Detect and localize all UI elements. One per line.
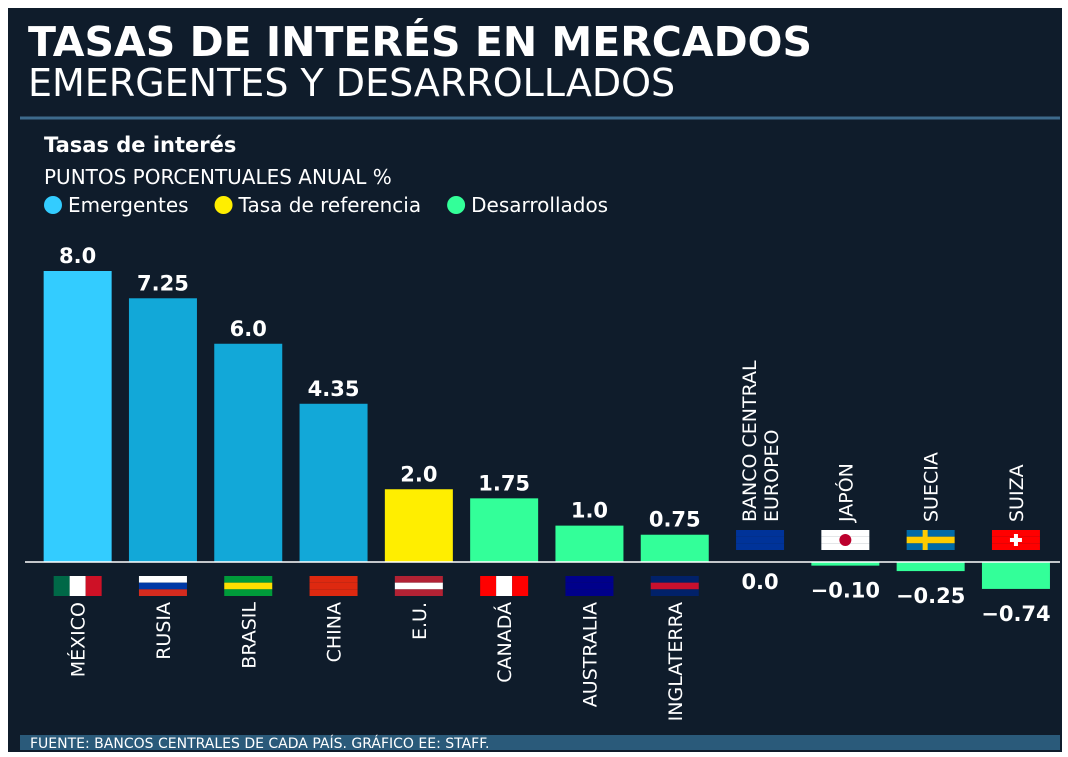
x-tick-label: CANADÁ [493,602,516,683]
flag [309,589,358,596]
value-label: −0.25 [896,584,965,608]
flag [922,530,928,550]
flag [69,576,86,596]
legend-label: Tasa de referencia [238,193,422,217]
bar [640,534,709,562]
flag [821,543,870,550]
flag [1009,538,1022,542]
flag [821,530,870,537]
flag [309,582,358,590]
flag [565,582,614,590]
value-label: 2.0 [400,462,437,486]
flag [650,589,699,596]
flag [906,530,955,537]
flag [394,576,443,583]
panel-title: Tasas de interés [44,133,236,157]
flag [309,576,358,583]
flag [224,576,273,583]
flag [650,576,699,583]
bar [896,562,965,572]
flag [138,576,187,583]
flag [991,530,1040,537]
y-axis-label: PUNTOS PORCENTUALES ANUAL % [44,165,392,189]
legend-label: Emergentes [68,193,189,217]
value-label: 0.75 [649,508,701,532]
legend-swatch [214,196,233,214]
x-tick-label: AUSTRALIA [579,602,601,707]
source-bar [20,735,1060,750]
value-label: 6.0 [230,317,267,341]
x-tick-label: BRASIL [238,602,260,669]
source: FUENTE: BANCOS CENTRALES DE CADA PAÍS. G… [30,735,489,752]
flag [906,536,955,544]
flag [53,576,70,596]
bar [384,489,453,562]
flag [224,582,273,590]
flag [138,582,187,590]
flag [394,582,443,590]
flag [736,530,785,537]
flag [565,576,614,583]
bar [43,271,112,562]
x-tick-label: MÉXICO [67,602,90,677]
x-tick-label: SUIZA [1006,464,1028,522]
bar [214,343,283,562]
bar [811,562,880,566]
bar [299,403,368,562]
legend-swatch [447,196,466,214]
bar [470,498,539,562]
value-label: 1.0 [571,499,608,523]
flag [224,589,273,596]
flag [650,582,699,590]
x-tick-label-line: BANCO CENTRAL [739,360,761,522]
flag [480,576,497,596]
x-tick-label: E.U. [409,602,431,640]
x-tick-label: CHINA [324,602,346,662]
flag [839,534,852,546]
value-label: 4.35 [308,377,360,401]
flag [496,576,513,596]
flag [394,589,443,596]
chart-title: TASAS DE INTERÉS EN MERCADOS [28,18,812,66]
x-tick-label: RUSIA [153,602,175,660]
x-tick-label: BANCO CENTRALEUROPEO [739,360,783,522]
value-label: 8.0 [59,244,96,268]
legend-label: Desarrollados [471,193,608,217]
x-tick-label: JAPÓN [833,463,857,523]
flag [138,589,187,596]
flag [906,543,955,550]
x-tick-label: SUECIA [921,452,943,522]
flag [565,589,614,596]
flag [736,543,785,550]
flag [85,576,102,596]
bar [981,562,1050,589]
legend-swatch [44,196,62,214]
chart-subtitle: EMERGENTES Y DESARROLLADOS [28,61,675,105]
value-label: 1.75 [478,471,530,495]
bar [128,298,197,562]
flag [991,543,1040,550]
x-tick-label-line: EUROPEO [761,430,783,523]
value-label: 7.25 [137,271,189,295]
x-tick-label: INGLATERRA [665,602,687,721]
bar [555,525,624,562]
value-label: 0.0 [741,570,778,594]
value-label: −0.10 [811,579,880,603]
value-label: −0.74 [981,602,1050,626]
flag [512,576,529,596]
flag [736,536,785,544]
